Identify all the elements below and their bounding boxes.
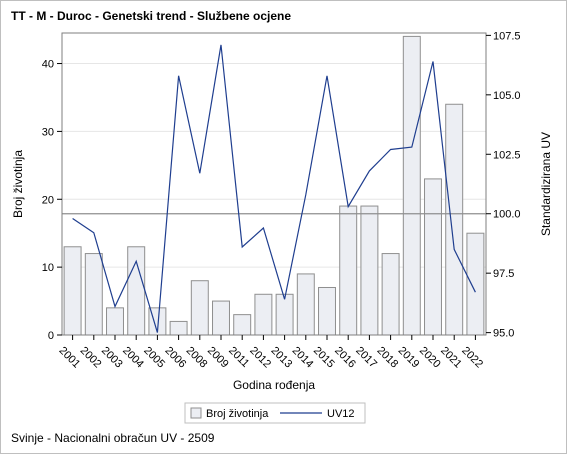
- x-tick-label: 2021: [438, 345, 464, 371]
- bar: [63, 246, 82, 336]
- y-right-tick-label: 107.5: [493, 30, 521, 42]
- y-left-tick-label: 10: [42, 262, 54, 274]
- x-tick-label: 2005: [141, 345, 167, 371]
- bar: [339, 205, 358, 336]
- bar: [169, 320, 188, 336]
- bar: [212, 300, 230, 336]
- x-tick-label: 2020: [417, 345, 443, 371]
- series-line-uv12: [72, 44, 476, 333]
- x-tick-label: 2019: [396, 345, 422, 371]
- x-tick-label: 2001: [56, 345, 82, 371]
- bar: [84, 253, 103, 336]
- x-tick-label: 2004: [120, 345, 146, 371]
- y-left-axis-title: Broj životinja: [11, 150, 25, 218]
- y-left-tick-label: 20: [42, 194, 54, 206]
- legend-label-line: UV12: [327, 408, 355, 420]
- x-tick-label: 2003: [99, 345, 125, 371]
- legend-label-bar: Broj životinja: [206, 408, 269, 420]
- y-right-axis-title: Standardizirana UV: [539, 132, 553, 236]
- y-left-tick-label: 0: [48, 330, 54, 342]
- bar: [445, 103, 464, 336]
- x-tick-label: 2013: [268, 345, 294, 371]
- x-tick-label: 2015: [311, 345, 337, 371]
- x-tick-label: 2012: [247, 345, 273, 371]
- y-right-tick-label: 95.0: [493, 328, 514, 340]
- x-tick-label: 2011: [226, 345, 251, 370]
- plot-border: [61, 32, 487, 336]
- y-right-tick-label: 97.5: [493, 268, 514, 280]
- y-right-tick-label: 102.5: [493, 149, 521, 161]
- bar: [424, 178, 442, 336]
- bar: [275, 293, 294, 336]
- bar: [190, 280, 209, 336]
- chart-title: TT - M - Duroc - Genetski trend - Službe…: [11, 9, 292, 23]
- x-tick-label: 2008: [184, 345, 210, 371]
- x-tick-label: 2009: [205, 345, 231, 371]
- x-tick-label: 2002: [78, 345, 104, 371]
- x-tick-label: 2016: [332, 345, 358, 371]
- bar: [402, 35, 421, 336]
- x-tick-label: 2006: [162, 345, 188, 371]
- y-left-tick-label: 40: [42, 59, 54, 71]
- legend-box: [184, 402, 366, 424]
- legend-swatch-bar: [190, 407, 202, 419]
- x-tick-label: 2018: [374, 345, 400, 371]
- bar: [381, 253, 400, 336]
- bar: [106, 307, 124, 336]
- x-tick-label: 2017: [353, 345, 379, 371]
- x-tick-label: 2022: [459, 345, 485, 371]
- y-left-tick-label: 30: [42, 126, 54, 138]
- footnote: Svinje - Nacionalni obračun UV - 2509: [11, 431, 215, 445]
- y-right-tick-label: 105.0: [493, 90, 521, 102]
- bar: [254, 293, 273, 336]
- bar: [233, 314, 252, 336]
- x-axis-title: Godina rođenja: [233, 378, 315, 392]
- x-tick-label: 2014: [290, 345, 316, 371]
- y-right-tick-label: 100.0: [493, 209, 521, 221]
- bar: [296, 273, 315, 336]
- bar: [360, 205, 379, 336]
- bar: [318, 286, 336, 336]
- bar: [466, 232, 485, 336]
